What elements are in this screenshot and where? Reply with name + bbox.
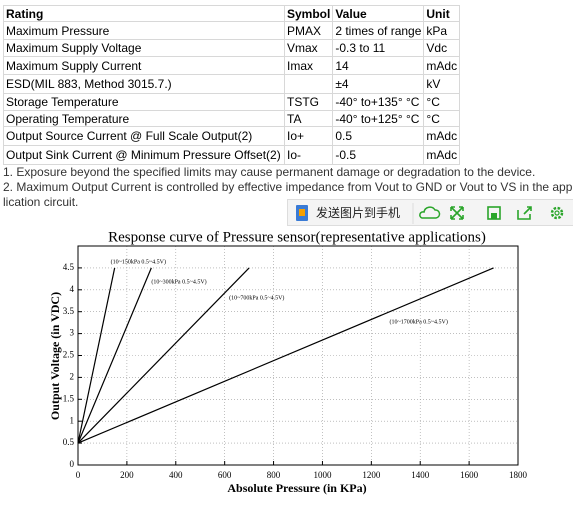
x-tick-label: 1400 xyxy=(411,470,430,480)
table-row: Storage Temperature TSTG -40° to+135° °C °C xyxy=(3,93,461,111)
table-cell: Io- xyxy=(283,145,334,165)
x-tick-label: 200 xyxy=(120,470,134,480)
y-tick-label: 3.5 xyxy=(63,306,75,316)
y-tick-label: 2 xyxy=(70,371,75,381)
table-cell: ±4 xyxy=(332,74,425,94)
table-cell: Vdc xyxy=(423,39,461,57)
table-cell: Imax xyxy=(283,56,334,75)
y-axis-label: Output Voltage (in VDC) xyxy=(48,292,62,420)
table-cell: mAdc xyxy=(423,56,461,75)
table-row: ESD(MIL 883, Method 3015.7.) ±4 kV xyxy=(3,74,461,94)
y-tick-label: 4 xyxy=(70,284,75,294)
y-tick-label: 4.5 xyxy=(63,262,75,272)
spec-table: Rating Symbol Value Unit Maximum Pressure PMA… xyxy=(3,5,461,165)
x-tick-label: 600 xyxy=(218,470,232,480)
table-cell: Maximum Supply Current xyxy=(3,56,285,75)
note: 1. Exposure beyond the specified limits … xyxy=(3,165,536,179)
y-tick-label: 0 xyxy=(70,459,75,469)
table-cell: Io+ xyxy=(283,126,334,146)
x-tick-label: 1200 xyxy=(362,470,381,480)
y-tick-label: 3 xyxy=(70,328,75,338)
toolbar-icons: 发送图片到手机 xyxy=(296,203,564,224)
x-tick-label: 800 xyxy=(267,470,281,480)
save-icon-inner xyxy=(491,213,497,219)
x-tick-label: 0 xyxy=(76,470,81,480)
header-cell: Symbol xyxy=(283,5,334,22)
series-line xyxy=(77,267,494,444)
table-cell: 14 xyxy=(332,56,425,75)
x-tick-label: 1600 xyxy=(460,470,479,480)
table-row: Output Source Current @ Full Scale Outpu… xyxy=(3,126,461,146)
series-line xyxy=(77,267,116,444)
table-cell: 0.5 xyxy=(332,126,425,146)
table-cell: TSTG xyxy=(283,93,334,111)
table-cell: Maximum Supply Voltage xyxy=(3,39,285,57)
table-cell: kPa xyxy=(423,21,461,40)
table-cell: Operating Temperature xyxy=(3,110,285,127)
table-cell: Output Sink Current @ Minimum Pressure O… xyxy=(3,145,285,165)
table-cell: kV xyxy=(423,74,461,94)
series-label: (10~150kPa 0.5~4.5V) xyxy=(111,258,166,265)
table-cell: -40° to+125° °C xyxy=(332,110,425,127)
table-cell: °C xyxy=(423,110,461,127)
table-cell xyxy=(283,74,334,94)
header-cell: Rating xyxy=(3,5,285,22)
table-cell: mAdc xyxy=(423,126,461,146)
table-row: Output Sink Current @ Minimum Pressure O… xyxy=(3,145,461,165)
x-axis-label: Absolute Pressure (in KPa) xyxy=(227,481,366,495)
fullscreen-icon[interactable] xyxy=(450,206,464,220)
header-row: Rating Symbol Value Unit xyxy=(3,5,461,22)
x-tick-label: 1000 xyxy=(313,470,332,480)
table-row: Operating Temperature TA -40° to+125° °C °C xyxy=(3,110,461,127)
table-row: Maximum Supply Voltage Vmax -0.3 to 11 Vdc xyxy=(3,39,461,57)
table-row: Maximum Supply Current Imax 14 mAdc xyxy=(3,56,461,75)
y-tick-label: 2.5 xyxy=(63,350,75,360)
table-cell: -40° to+135° °C xyxy=(332,93,425,111)
table-cell: Vmax xyxy=(283,39,334,57)
x-tick-label: 400 xyxy=(169,470,183,480)
settings-icon[interactable] xyxy=(550,206,564,220)
send-button[interactable]: 发送图片到手机 xyxy=(316,205,400,220)
header-cell: Unit xyxy=(423,5,461,22)
table-row: Maximum Pressure PMAX 2 times of range kPa xyxy=(3,21,461,40)
chart: Response curve of Pressure sensor(repres… xyxy=(48,229,528,495)
table-cell: -0.3 to 11 xyxy=(332,39,425,57)
chart-title: Response curve of Pressure sensor(repres… xyxy=(108,229,486,245)
table-cell: 2 times of range xyxy=(332,21,425,40)
table-cell: ESD(MIL 883, Method 3015.7.) xyxy=(3,74,285,94)
table-cell: Output Source Current @ Full Scale Outpu… xyxy=(3,126,285,146)
phone-icon-inner xyxy=(299,209,305,216)
note: 2. Maximum Output Current is controlled … xyxy=(3,180,573,209)
table-cell: PMAX xyxy=(283,21,334,40)
notes: 1. Exposure beyond the specified limits … xyxy=(3,165,573,210)
table-cell: °C xyxy=(423,93,461,111)
y-tick-label: 1.5 xyxy=(63,393,75,403)
table-cell: Maximum Pressure xyxy=(3,21,285,40)
cloud-icon[interactable] xyxy=(419,206,441,219)
series-label: (10~700kPa 0.5~4.5V) xyxy=(229,294,284,301)
plot-frame xyxy=(77,245,519,466)
y-tick-label: 1 xyxy=(70,415,75,425)
y-tick-label: 0.5 xyxy=(63,437,75,447)
table-cell: mAdc xyxy=(423,145,461,165)
header-cell: Value xyxy=(332,5,425,22)
settings-icon-center xyxy=(554,210,560,216)
series-label: (10~300kPa 0.5~4.5V) xyxy=(151,278,206,285)
table-cell: Storage Temperature xyxy=(3,93,285,111)
series-line xyxy=(77,267,152,444)
table-cell: TA xyxy=(283,110,334,127)
x-tick-label: 1800 xyxy=(509,470,528,480)
share-icon[interactable] xyxy=(517,206,532,220)
series-label: (10~1700kPa 0.5~4.5V) xyxy=(390,318,448,325)
image-toolbar: 发送图片到手机 xyxy=(287,199,573,226)
table-cell: -0.5 xyxy=(332,145,425,165)
series-line xyxy=(77,267,250,444)
